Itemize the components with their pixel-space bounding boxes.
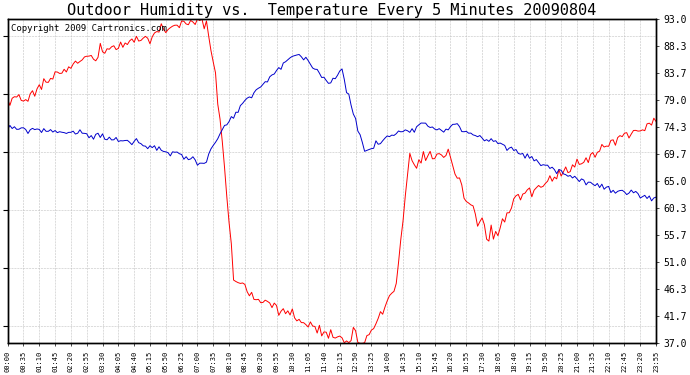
Text: Copyright 2009 Cartronics.com: Copyright 2009 Cartronics.com [11, 24, 167, 33]
Title: Outdoor Humidity vs.  Temperature Every 5 Minutes 20090804: Outdoor Humidity vs. Temperature Every 5… [67, 3, 596, 18]
